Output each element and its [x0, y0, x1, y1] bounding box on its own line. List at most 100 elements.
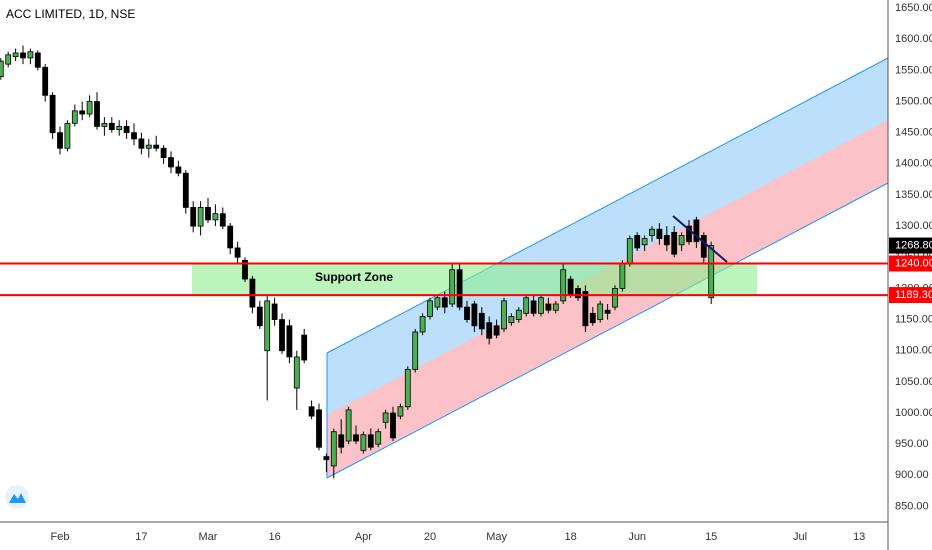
drawings: Support Zone [192, 57, 889, 479]
candle-body [153, 144, 160, 149]
y-tick-label: 900.00 [895, 469, 929, 481]
candle-body [293, 356, 300, 389]
candle-body [619, 263, 626, 289]
candle-body [471, 303, 478, 327]
support-zone-label: Support Zone [315, 270, 393, 284]
y-tick-label: 950.00 [895, 438, 929, 450]
candle-body [5, 54, 12, 65]
candle-body [234, 247, 241, 258]
candle-body [0, 60, 4, 78]
candle-body [486, 322, 493, 339]
candle-body [197, 207, 204, 227]
candle-body [212, 213, 219, 221]
logo [5, 485, 29, 509]
candle-body [12, 52, 19, 58]
candle-body [700, 235, 707, 258]
candle-body [286, 325, 293, 358]
candle-body [86, 101, 93, 115]
candle-body [649, 228, 655, 236]
candle-body [108, 122, 115, 130]
x-tick-label: 13 [853, 531, 865, 543]
candle-body [338, 434, 345, 448]
y-tick-label: 1100.00 [895, 345, 932, 357]
candle-body [671, 231, 678, 255]
candle-body [249, 278, 256, 308]
chart-title: ACC LIMITED, 1D, NSE [6, 7, 135, 21]
candle-body [567, 278, 574, 296]
candle-body [79, 110, 86, 115]
candle-body [708, 245, 715, 299]
candle-body [64, 122, 71, 149]
x-tick-label: 18 [564, 531, 576, 543]
candle-body [456, 269, 463, 308]
candle-body [20, 52, 26, 59]
candle-body [57, 132, 63, 149]
last-price-label: 1268.80 [895, 239, 932, 251]
candle-body [382, 412, 389, 423]
channel-lower [327, 120, 888, 478]
candle-body [367, 434, 374, 448]
channel-upper [327, 58, 888, 415]
x-tick-label: May [486, 531, 507, 543]
candle-body [390, 412, 396, 439]
candle-body [663, 235, 670, 246]
candle-body [441, 297, 448, 308]
candle-body [168, 157, 174, 168]
candle-body [449, 269, 456, 305]
candle-body [686, 225, 692, 243]
y-tick-label: 1600.00 [895, 33, 932, 45]
candles [0, 45, 715, 479]
candle-body [612, 288, 618, 308]
price-line-label: 1240.00 [895, 257, 932, 269]
candle-body [131, 132, 137, 140]
candle-body [279, 319, 285, 352]
candle-body [145, 144, 152, 149]
candle-body [515, 309, 522, 320]
support-zone [192, 264, 757, 295]
candle-body [34, 52, 41, 68]
candle-body [316, 409, 322, 448]
y-tick-label: 1400.00 [895, 158, 932, 170]
x-tick-label: Feb [51, 531, 70, 543]
candle-body [182, 172, 189, 208]
candle-body [360, 434, 367, 451]
candle-body [575, 288, 581, 299]
candle-body [116, 126, 123, 130]
y-tick-label: 1300.00 [895, 220, 932, 232]
candle-body [42, 66, 49, 96]
x-tick-label: 16 [268, 531, 280, 543]
candle-body [501, 300, 507, 330]
candle-body [271, 303, 278, 320]
axis: 850.00 900.00 950.00 1000.00 1050.00 1100.00 1… [51, 2, 932, 543]
candle-body [552, 303, 559, 311]
last-price-marker [889, 237, 932, 254]
candle-body [626, 238, 633, 264]
candle-body [375, 431, 382, 445]
candle-body [560, 269, 567, 302]
x-tick-label: Jun [628, 531, 646, 543]
channel-line [326, 182, 889, 479]
candle-body [397, 406, 404, 417]
candle-body [264, 300, 271, 352]
candle-body [323, 456, 330, 461]
candle-body [94, 101, 100, 127]
y-tick-label: 1550.00 [895, 64, 932, 76]
candle-body [656, 228, 663, 239]
candle-body [641, 238, 648, 246]
candle-body [493, 325, 500, 336]
candle-body [634, 235, 641, 249]
candle-body [49, 94, 56, 134]
candle-body [190, 207, 197, 227]
candle-body [434, 297, 441, 308]
channel-line [326, 57, 889, 354]
candle-body [693, 219, 700, 243]
candle-body [478, 312, 485, 330]
price-line-marker [889, 287, 932, 304]
candle-body [256, 306, 263, 327]
candle-body [523, 297, 530, 314]
candle-body [160, 147, 167, 158]
candle-body [353, 434, 359, 442]
y-tick-label: 1450.00 [895, 127, 932, 139]
y-tick-label: 1150.00 [895, 313, 932, 325]
y-tick-label: 1050.00 [895, 376, 932, 388]
